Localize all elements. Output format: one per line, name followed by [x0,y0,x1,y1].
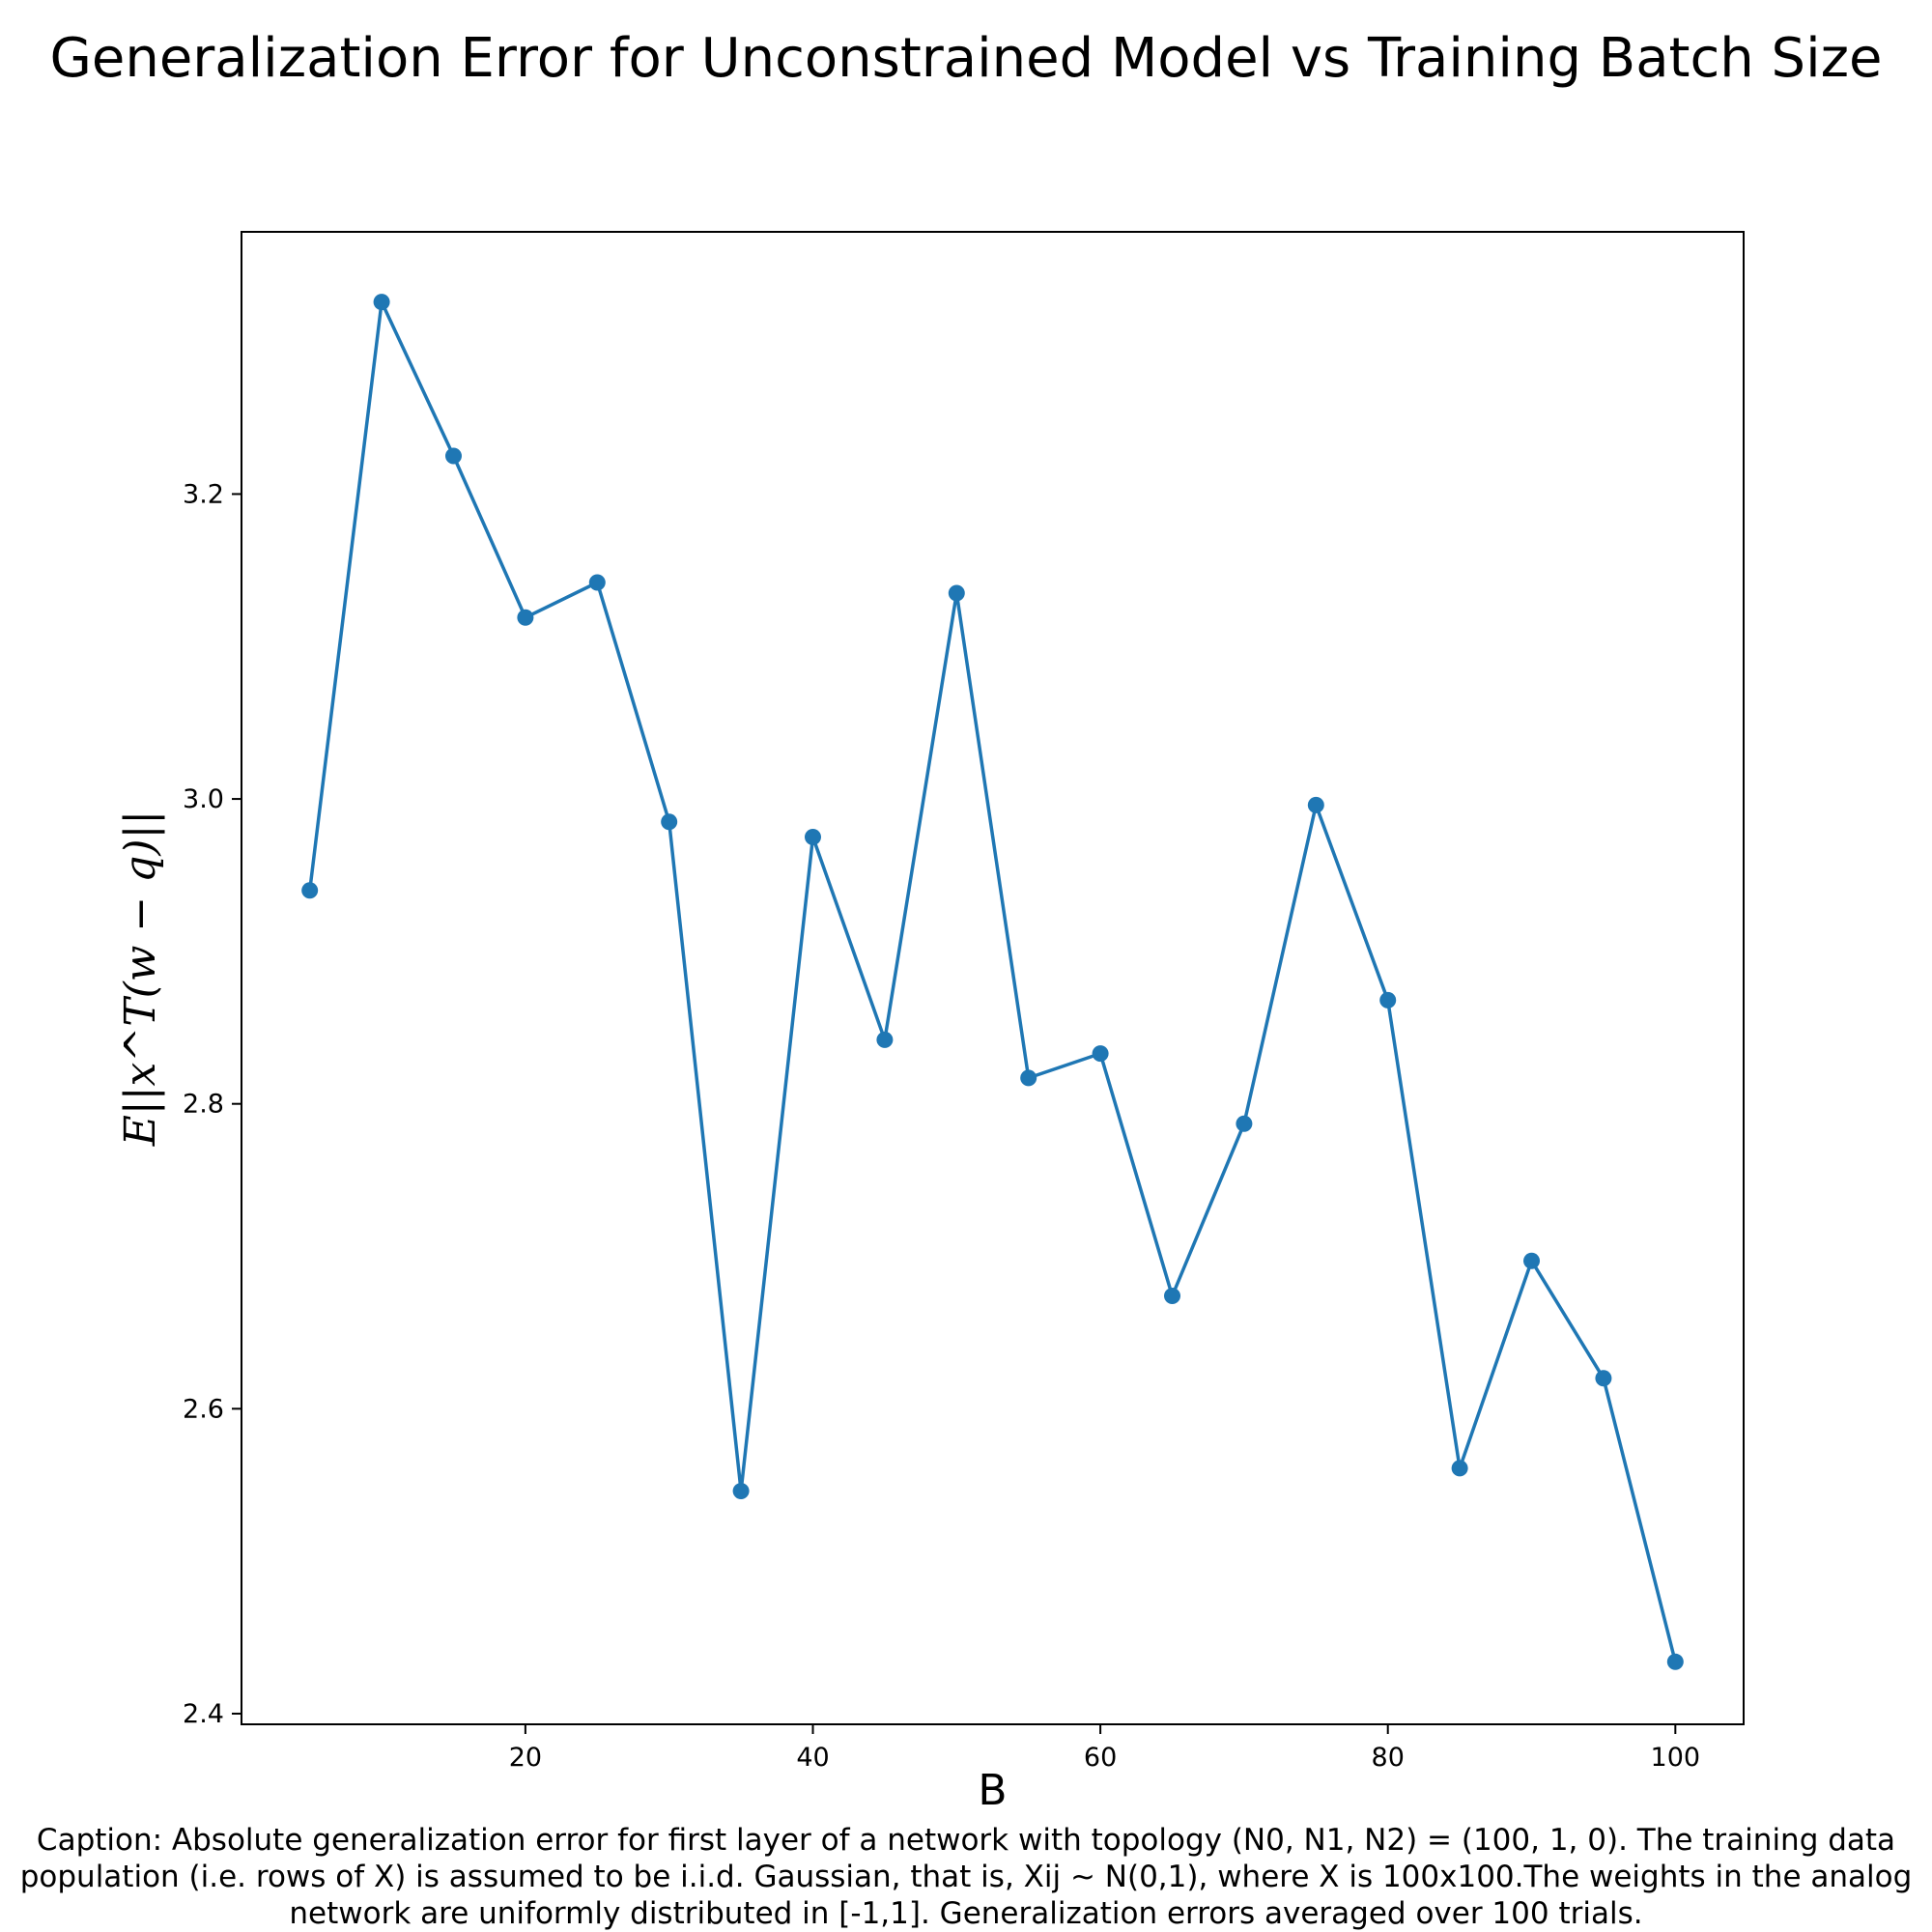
data-point [373,294,390,311]
plot-frame [241,231,1745,1725]
data-point [1020,1069,1037,1087]
data-point [1666,1653,1684,1670]
data-point [876,1031,894,1048]
y-tick-label: 3.2 [183,479,224,509]
x-tick-label: 20 [509,1743,542,1773]
data-point [948,584,965,602]
data-point [588,574,606,591]
y-axis-label: E||x^T(w − q)|| [116,810,165,1147]
y-tick-label: 2.6 [183,1394,224,1424]
data-point [661,813,678,831]
data-point [1092,1045,1109,1063]
x-tick-label: 40 [796,1743,829,1773]
x-axis-label: B [978,1766,1007,1815]
data-point [444,447,462,465]
data-point [1307,796,1324,813]
x-tick-label: 60 [1084,1743,1117,1773]
chart-title: Generalization Error for Unconstrained M… [49,27,1883,90]
x-tick-label: 80 [1372,1743,1405,1773]
data-point [732,1483,750,1500]
data-point [804,829,821,846]
y-tick-label: 3.0 [183,784,224,814]
y-tick-label: 2.4 [183,1699,224,1729]
line-chart: 2.4 2.6 2.8 3.0 3.2 20 40 60 80 100 B E||x^T(w −… [116,231,1745,1815]
series-line [307,299,1677,1662]
y-tick-label: 2.8 [183,1090,224,1120]
data-point [1379,991,1397,1009]
data-point [1523,1252,1541,1269]
y-axis-ticks: 2.4 2.6 2.8 3.0 3.2 [183,479,242,1729]
data-point [1595,1370,1612,1387]
series-layer [301,294,1684,1670]
data-point [1236,1115,1253,1132]
data-point [301,882,319,899]
data-point [1164,1288,1181,1305]
x-axis-ticks: 20 40 60 80 100 [509,1724,1700,1773]
figure-caption: Caption: Absolute generalization error f… [19,1823,1913,1931]
data-point [1451,1460,1468,1477]
x-tick-label: 100 [1651,1743,1701,1773]
data-point [517,609,534,626]
